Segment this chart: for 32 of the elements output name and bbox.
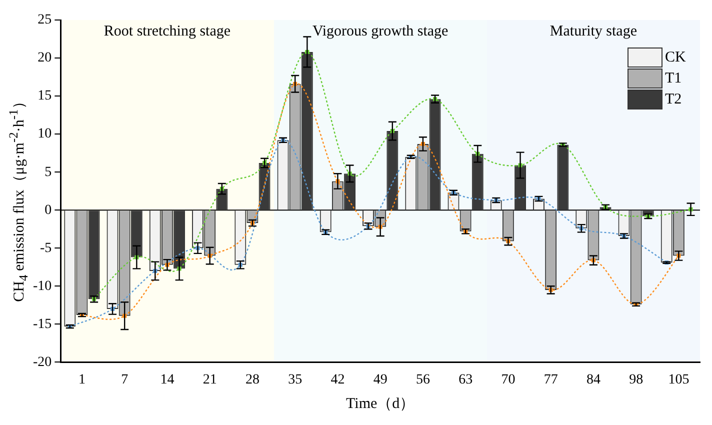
x-tick-label: 35 [288,372,302,388]
x-tick-label: 49 [373,372,388,388]
x-axis-title: Time（d） [346,396,415,412]
x-tick-label: 28 [245,372,260,388]
y-tick-label: -15 [32,316,52,332]
legend-label: T1 [665,70,682,86]
x-tick-label: 63 [458,372,473,388]
legend-label: T2 [665,91,682,108]
annotation: Maturity stage [550,23,638,40]
y-tick-label: 10 [38,126,52,142]
y-tick-label: 5 [44,164,52,180]
annotation: Root stretching stage [104,23,231,40]
y-tick-label: 15 [38,88,52,104]
y-tick-label: 0 [44,202,52,218]
x-tick-label: 84 [586,372,600,388]
y-tick-label: 25 [38,12,52,28]
x-tick-label: 14 [160,372,174,388]
y-tick-label: -20 [32,354,52,370]
x-tick-label: 105 [668,372,690,388]
x-tick-label: 56 [416,372,430,388]
x-tick-label: 77 [544,372,558,388]
x-tick-label: 98 [629,372,644,388]
y-tick-label: 20 [38,50,52,66]
annotation: Vigorous growth stage [312,23,449,40]
y-tick-label: -10 [32,278,52,294]
x-tick-label: 7 [121,372,128,388]
legend-label: CK [665,49,686,66]
x-tick-label: 70 [501,372,516,388]
x-tick-label: 21 [202,372,217,388]
x-tick-label: 1 [78,372,86,388]
x-tick-label: 42 [330,372,345,388]
y-tick-label: -5 [40,240,52,256]
